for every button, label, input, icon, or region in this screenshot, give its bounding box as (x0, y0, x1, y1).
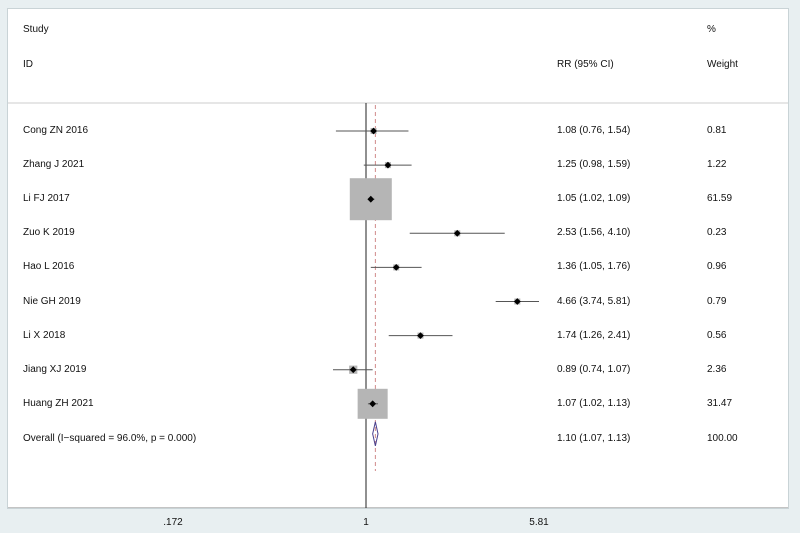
study-ci-text: 1.08 (0.76, 1.54) (557, 125, 631, 136)
plot-frame: Study ID RR (95% CI) % Weight Cong ZN 20… (7, 8, 789, 528)
study-name: Zhang J 2021 (23, 159, 85, 171)
study-name: Cong ZN 2016 (23, 125, 89, 136)
overall-label: Overall (I−squared = 96.0%, p = 0.000) (23, 433, 197, 444)
study-name: Li X 2018 (23, 329, 66, 341)
study-name: Huang ZH 2021 (23, 397, 94, 409)
header-weight-pct: % (707, 24, 716, 35)
study-weight-text: 0.81 (707, 125, 727, 136)
study-weight-text: 0.79 (707, 295, 727, 307)
point-estimate (453, 229, 461, 237)
study-ci-text: 1.36 (1.05, 1.76) (557, 261, 631, 273)
study-weight-text: 1.22 (707, 159, 727, 171)
point-estimate (384, 161, 392, 169)
point-estimate (513, 298, 521, 305)
study-weight-text: 31.47 (707, 397, 733, 409)
study-weight-text: 0.56 (707, 329, 727, 341)
study-name: Nie GH 2019 (23, 295, 81, 307)
header-study: Study (23, 24, 49, 35)
point-estimate (392, 264, 400, 271)
study-name: Hao L 2016 (23, 261, 75, 273)
study-name: Zuo K 2019 (23, 227, 75, 239)
overall-weight-text: 100.00 (707, 433, 738, 444)
study-name: Jiang XJ 2019 (23, 363, 87, 375)
study-ci-text: 1.25 (0.98, 1.59) (557, 159, 631, 171)
study-ci-text: 0.89 (0.74, 1.07) (557, 363, 631, 375)
study-weight-text: 0.23 (707, 227, 727, 239)
header-id: ID (23, 59, 33, 70)
forest-plot (8, 102, 788, 508)
x-tick-label: .172 (163, 517, 183, 528)
header-effect: RR (95% CI) (557, 59, 614, 70)
overall-ci-text: 1.10 (1.07, 1.13) (557, 433, 631, 444)
study-weight-text: 0.96 (707, 261, 727, 273)
study-name: Li FJ 2017 (23, 193, 70, 205)
study-ci-text: 1.07 (1.02, 1.13) (557, 397, 631, 409)
x-tick-label: 5.81 (529, 517, 549, 528)
study-ci-text: 1.74 (1.26, 2.41) (557, 329, 631, 341)
point-estimate (370, 127, 377, 135)
header-weight: Weight (707, 59, 738, 70)
point-estimate (349, 366, 357, 374)
study-weight-text: 2.36 (707, 363, 727, 375)
study-ci-text: 1.05 (1.02, 1.09) (557, 193, 631, 205)
x-tick-label: 1 (363, 517, 369, 528)
point-estimate (367, 195, 375, 203)
point-estimate (369, 400, 377, 408)
point-estimate (417, 332, 424, 339)
study-weight-text: 61.59 (707, 193, 733, 205)
study-ci-text: 4.66 (3.74, 5.81) (557, 295, 631, 307)
overall-diamond (372, 421, 379, 447)
study-ci-text: 2.53 (1.56, 4.10) (557, 227, 631, 239)
